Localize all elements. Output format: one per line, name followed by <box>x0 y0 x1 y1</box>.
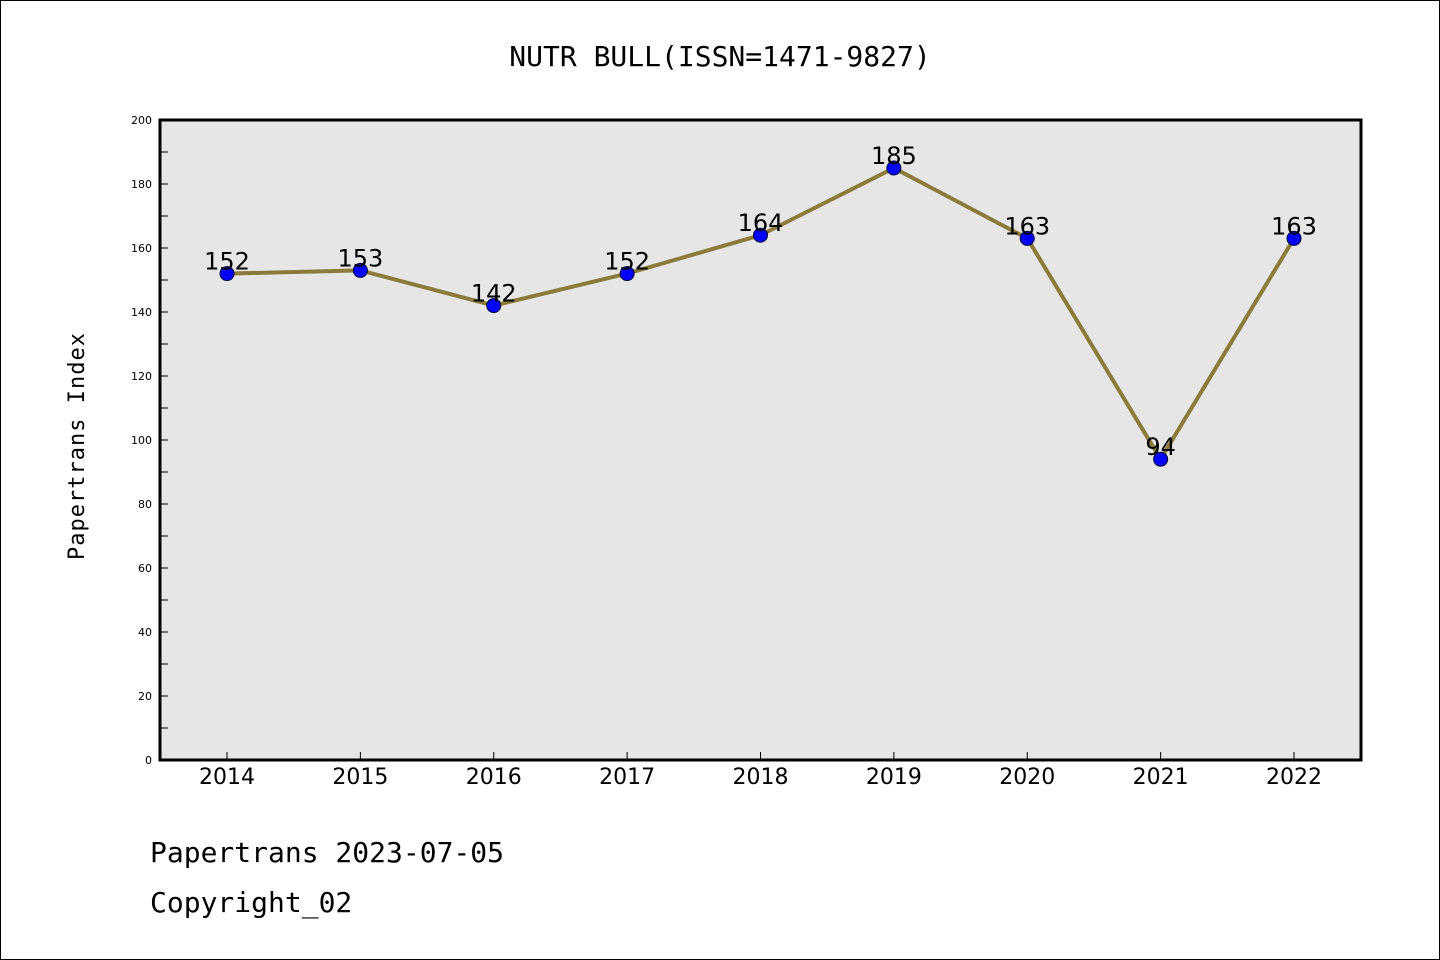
y-tick-label: 200 <box>131 114 152 127</box>
y-tick-label: 80 <box>138 498 152 511</box>
y-tick-label: 40 <box>138 626 152 639</box>
y-tick-label: 20 <box>138 690 152 703</box>
data-series <box>219 160 1302 467</box>
data-label: 152 <box>204 248 250 276</box>
data-point <box>219 266 235 282</box>
data-label: 163 <box>1004 212 1050 240</box>
data-label: 163 <box>1271 212 1317 240</box>
footer-date: Papertrans 2023-07-05 <box>150 836 505 869</box>
x-tick-label: 2019 <box>866 765 922 790</box>
x-tick-label: 2020 <box>999 765 1055 790</box>
data-label: 153 <box>337 244 383 272</box>
data-label: 164 <box>738 209 784 237</box>
y-axis-label: Papertrans Index <box>65 332 90 560</box>
chart-title: NUTR BULL(ISSN=1471-9827) <box>509 40 930 73</box>
data-label: 142 <box>471 280 517 308</box>
data-point <box>753 227 768 243</box>
plot-area <box>160 120 1361 760</box>
data-label: 94 <box>1145 433 1176 461</box>
x-tick-label: 2016 <box>466 765 522 790</box>
plot-border <box>158 118 1363 762</box>
y-tick-label: 60 <box>138 562 152 575</box>
y-tick-label: 160 <box>131 242 152 255</box>
data-point <box>1153 451 1169 467</box>
data-labels: 152 153 142 152 164 185 163 94 163 <box>204 142 1317 461</box>
data-point <box>1286 230 1302 246</box>
data-label: 185 <box>871 142 917 170</box>
data-label: 152 <box>604 248 650 276</box>
y-tick-label: 180 <box>131 178 152 191</box>
data-point <box>619 266 635 282</box>
x-tick-label: 2018 <box>733 765 789 790</box>
x-tick-label: 2014 <box>199 765 255 790</box>
y-tick-label: 140 <box>131 306 152 319</box>
y-tick-label: 100 <box>131 434 152 447</box>
data-point <box>886 160 902 176</box>
x-tick-label: 2015 <box>332 765 388 790</box>
footer-copyright: Copyright_02 <box>150 886 353 919</box>
data-point <box>352 262 368 278</box>
data-point <box>1019 230 1035 246</box>
data-point <box>486 298 502 314</box>
x-tick-label: 2022 <box>1266 765 1322 790</box>
x-tick-label: 2017 <box>599 765 655 790</box>
x-axis-ticks: 2014 2015 2016 2017 2018 2019 2020 2021 2022 <box>199 752 1322 790</box>
y-tick-label: 0 <box>145 754 152 767</box>
y-tick-label: 120 <box>131 370 152 383</box>
x-tick-label: 2021 <box>1133 765 1189 790</box>
